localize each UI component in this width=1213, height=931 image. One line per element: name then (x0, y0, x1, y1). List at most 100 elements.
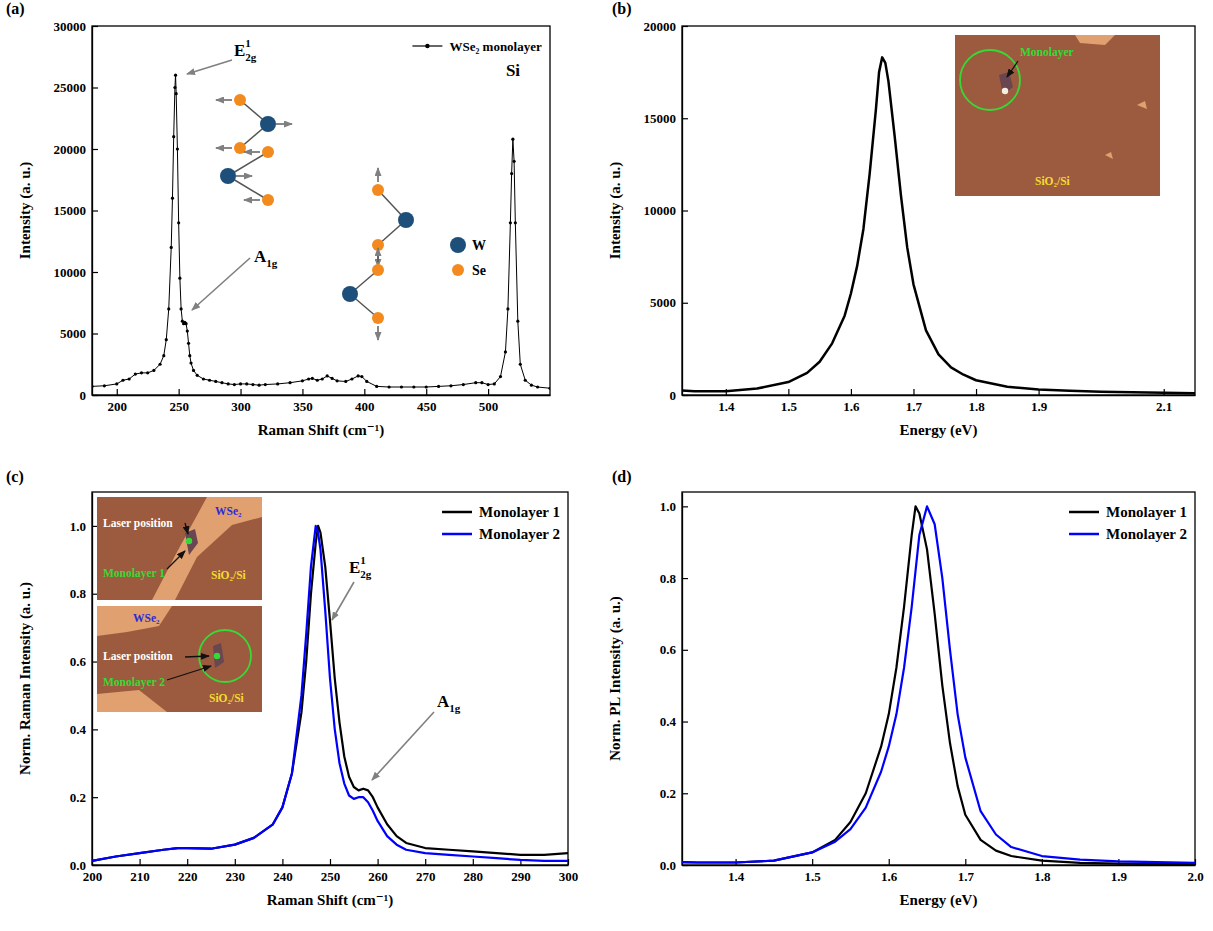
motion-arrow (377, 326, 378, 340)
tick-mark (682, 578, 688, 579)
annotation: A1g (437, 692, 461, 714)
figure: 2002503003504004505000500010000150002000… (0, 0, 1213, 931)
axis-line (93, 395, 551, 396)
data-point (412, 385, 415, 388)
tick-mark (682, 721, 688, 722)
data-point (311, 377, 314, 380)
monolayer-flake (213, 643, 224, 668)
tick-mark (976, 389, 977, 395)
tick: 1.6 (843, 389, 860, 414)
annotation-text: E (234, 41, 245, 60)
inset-label: SiO₂/Si (209, 692, 245, 704)
tick: 230 (226, 859, 246, 884)
motion-arrow (216, 147, 232, 148)
tick-mark (682, 210, 688, 211)
vibration-diagram (216, 94, 414, 340)
tick-mark (682, 865, 688, 866)
legend-label: Monolayer 2 (479, 526, 560, 542)
tick-label: 220 (178, 869, 198, 884)
plot-data (92, 526, 568, 861)
laser-spot (186, 538, 192, 544)
legend-label: Monolayer 1 (1106, 504, 1187, 520)
y-axis-title: Intensity (a. u.) (607, 162, 624, 260)
tick-label: 20000 (644, 19, 677, 34)
tick: 400 (355, 389, 375, 414)
axis-line (683, 395, 1196, 396)
inset-label: WSe₂ (133, 612, 160, 624)
tick: 250 (321, 859, 341, 884)
annotation-text: A (254, 247, 267, 266)
highlight-circle (960, 50, 1020, 110)
data-point (173, 86, 176, 89)
motion-arrow (216, 99, 232, 100)
tick: 300 (231, 389, 251, 414)
tick: 1.4 (718, 389, 735, 414)
inset-arrow (167, 666, 211, 680)
tick-label: 0.6 (70, 654, 87, 669)
data-point (134, 372, 137, 375)
panel: 1.41.51.61.71.81.92.10500010000150002000… (607, 0, 1196, 439)
tick-mark (378, 859, 379, 865)
chart-root: 2002503003504004505000500010000150002000… (0, 0, 1213, 931)
tick-mark (812, 859, 813, 865)
x-axis-title: Energy (eV) (900, 422, 978, 439)
tick: 20000 (54, 142, 99, 157)
legend-symbol (442, 511, 472, 514)
data-point (165, 338, 168, 341)
tick: 250 (169, 389, 189, 414)
tick-label: 1.5 (781, 399, 798, 414)
data-point (220, 381, 223, 384)
tick-mark (92, 333, 98, 334)
annotation: E12g (234, 37, 257, 63)
legend: WSe₂ monolayer (412, 39, 542, 54)
plot-frame (682, 492, 1195, 865)
tick-mark (179, 389, 180, 395)
tick-label: 2.0 (1187, 869, 1203, 884)
data-point (344, 380, 347, 383)
inset-arrow (185, 523, 188, 534)
tick-mark (473, 859, 474, 865)
inset-arrow (167, 551, 185, 569)
tick: 0.6 (660, 642, 688, 657)
atom-w (342, 286, 358, 302)
tick-label: 1.9 (1031, 399, 1048, 414)
data-point (158, 363, 161, 366)
tick: 200 (108, 389, 128, 414)
x-axis: 200210220230240250260270280290300 (83, 859, 579, 884)
tick: 450 (417, 389, 437, 414)
tick-label: 260 (368, 869, 388, 884)
tick-mark (682, 118, 688, 119)
tick-label: 300 (231, 399, 251, 414)
tick-label: 350 (293, 399, 313, 414)
tick-mark (140, 859, 141, 865)
data-point (170, 246, 173, 249)
tick-mark (682, 395, 688, 396)
tick-label: 1.5 (805, 869, 822, 884)
tick: 220 (178, 859, 198, 884)
series-line (92, 75, 550, 388)
tick-mark (92, 26, 98, 27)
annotation-sub: 2g (245, 51, 257, 63)
tick-label: 300 (559, 869, 579, 884)
tick-mark (682, 506, 688, 507)
tick: 500 (479, 389, 499, 414)
data-point (357, 374, 360, 377)
tick-mark (682, 26, 688, 27)
tick: 0.0 (660, 858, 688, 873)
panel-label: (a) (6, 0, 25, 18)
tick: 260 (368, 859, 388, 884)
inset-ground (97, 606, 262, 712)
data-point (335, 379, 338, 382)
data-point (233, 383, 236, 386)
atom-key-label: W (472, 238, 486, 253)
data-point (202, 377, 205, 380)
data-point (316, 379, 319, 382)
inset-label: WSe₂ (215, 505, 242, 517)
tick: 15000 (644, 111, 689, 126)
tick-label: 1.8 (968, 399, 985, 414)
tick: 0.8 (70, 586, 98, 601)
inset-arrow (185, 656, 209, 657)
tick-label: 0.4 (660, 714, 677, 729)
tick: 290 (511, 859, 531, 884)
data-point (192, 369, 195, 372)
